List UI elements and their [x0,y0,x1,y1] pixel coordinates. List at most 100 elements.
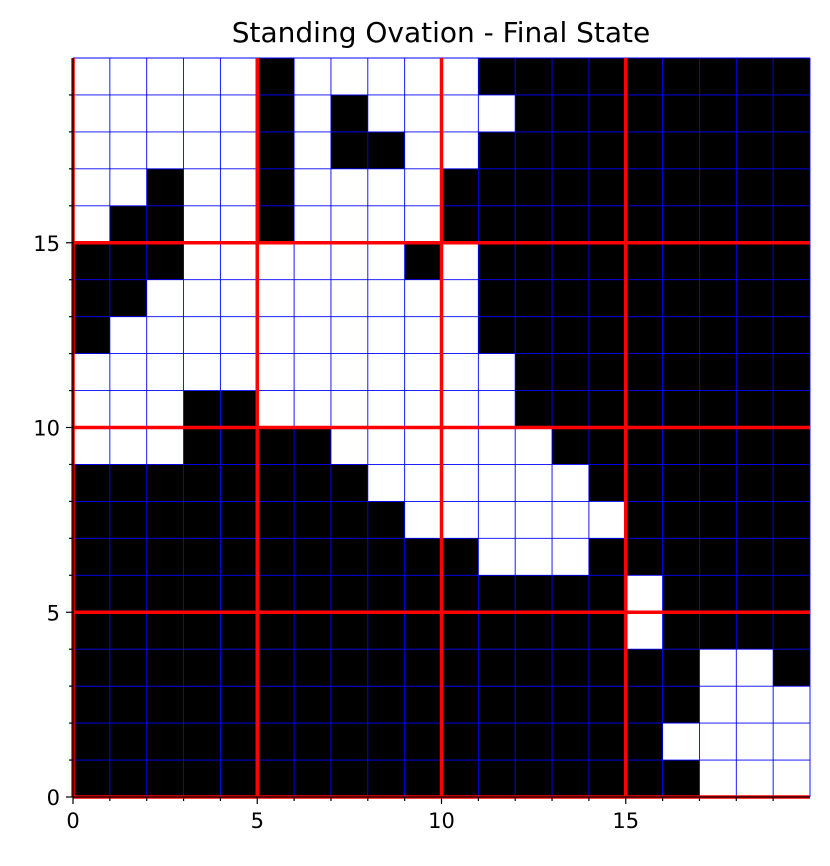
cell-sitting [257,538,295,576]
cell-standing [736,760,774,797]
cell-standing [146,58,184,95]
cell-sitting [515,94,553,132]
cell-sitting [699,464,737,502]
cell-sitting [183,501,221,539]
cell-sitting [625,760,663,797]
cell-standing [441,464,479,502]
cell-sitting [699,316,737,354]
cell-sitting [257,464,295,502]
cell-sitting [294,575,331,613]
cell-sitting [736,575,774,613]
cell-sitting [146,723,184,761]
cell-sitting [294,501,331,539]
cell-sitting [662,94,700,132]
cell-sitting [588,242,626,280]
cell-sitting [183,427,221,465]
cell-standing [73,58,110,95]
x-tick-label: 15 [612,809,639,833]
cell-sitting [330,760,368,797]
cell-sitting [699,501,737,539]
cell-standing [109,390,147,428]
cell-sitting [552,205,589,243]
cell-sitting [146,760,184,797]
cell-sitting [478,316,516,354]
cell-sitting [367,723,405,761]
cell-standing [146,353,184,391]
cell-sitting [515,686,553,724]
cell-standing [699,723,737,761]
cell-sitting [699,390,737,428]
cell-standing [146,279,184,317]
cell-sitting [588,723,626,761]
cell-sitting [330,501,368,539]
cell-standing [73,390,110,428]
cell-sitting [552,316,589,354]
cell-standing [109,168,147,206]
cell-sitting [736,612,774,650]
cell-sitting [588,649,626,687]
cell-sitting [588,58,626,95]
cell-sitting [441,686,479,724]
cell-sitting [478,205,516,243]
cell-sitting [588,464,626,502]
cell-sitting [773,612,810,650]
cell-standing [367,464,405,502]
cell-standing [183,279,221,317]
y-tick-label: 5 [47,601,60,625]
cell-sitting [699,94,737,132]
cell-sitting [330,464,368,502]
cell-sitting [330,612,368,650]
cell-standing [330,279,368,317]
cell-sitting [625,353,663,391]
cell-standing [478,501,516,539]
cell-sitting [699,242,737,280]
cell-sitting [478,723,516,761]
cell-sitting [294,760,331,797]
cell-standing [294,94,331,132]
cell-sitting [441,205,479,243]
cell-sitting [736,94,774,132]
cell-sitting [478,575,516,613]
cell-sitting [367,575,405,613]
cell-sitting [294,612,331,650]
cell-sitting [257,131,295,169]
cell-sitting [588,612,626,650]
cell-standing [552,464,589,502]
cell-standing [478,353,516,391]
cell-standing [109,427,147,465]
cell-sitting [330,94,368,132]
cell-standing [441,242,479,280]
cell-standing [699,686,737,724]
cell-sitting [736,279,774,317]
cell-sitting [220,575,258,613]
cell-sitting [146,612,184,650]
cell-standing [515,427,553,465]
cell-sitting [699,538,737,576]
cell-sitting [773,205,810,243]
cell-sitting [257,94,295,132]
cell-standing [367,427,405,465]
cell-standing [441,94,479,132]
cell-sitting [736,538,774,576]
cell-sitting [773,279,810,317]
cell-sitting [662,316,700,354]
cell-sitting [73,501,110,539]
cell-sitting [109,464,147,502]
cell-sitting [109,649,147,687]
cell-standing [220,279,258,317]
cell-sitting [257,612,295,650]
cell-sitting [109,501,147,539]
cell-sitting [625,464,663,502]
cell-sitting [662,242,700,280]
cell-sitting [73,316,110,354]
cell-sitting [588,279,626,317]
cell-sitting [73,575,110,613]
cell-standing [773,723,810,761]
cell-sitting [146,464,184,502]
cell-standing [441,501,479,539]
cell-sitting [146,168,184,206]
cell-sitting [404,612,442,650]
cell-sitting [552,353,589,391]
cell-sitting [146,538,184,576]
